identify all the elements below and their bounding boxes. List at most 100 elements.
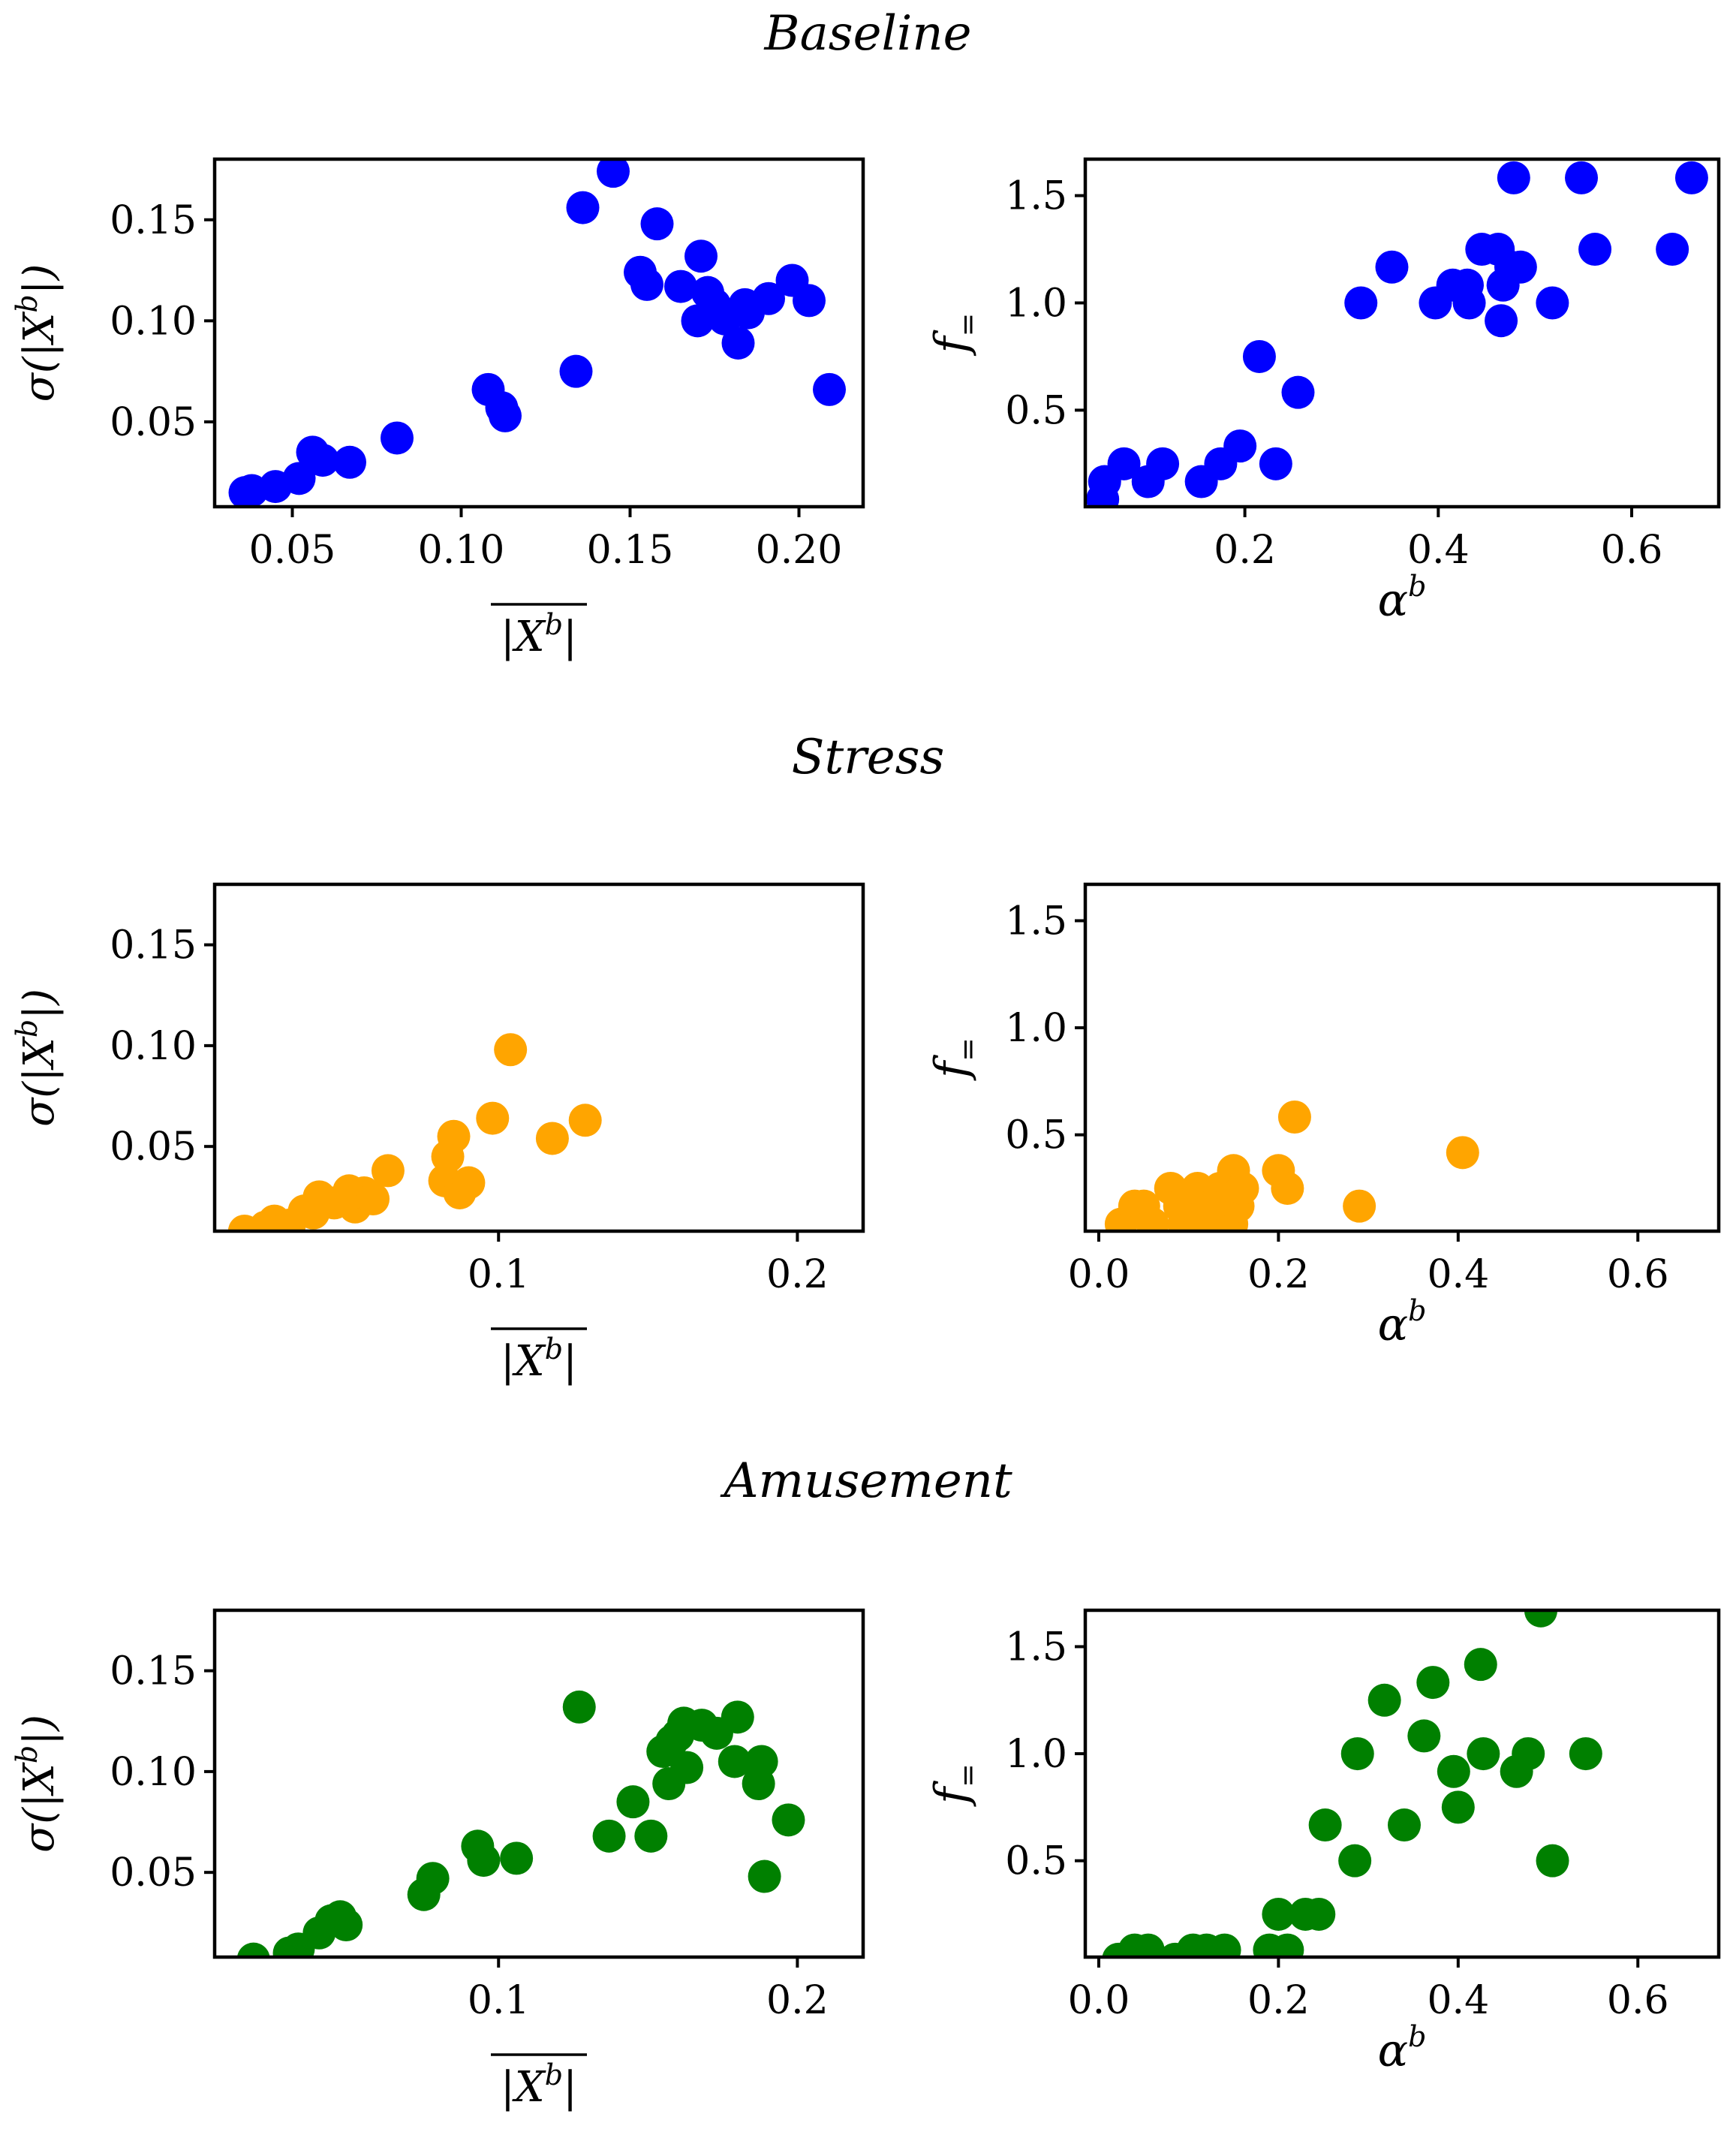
x-axis-label: αb: [1378, 1294, 1427, 1351]
data-point: [1367, 1683, 1401, 1717]
x-tick-label: 0.4: [1427, 1252, 1489, 1297]
scatter-panel: 0.2 0.4 0.6 0.5 1.0 1.5 αb f=: [925, 157, 1721, 627]
y-axis-label: σ(|Xb|): [11, 1715, 64, 1853]
data-point: [306, 444, 339, 477]
data-point: [494, 1033, 528, 1067]
y-tick-label: 1.0: [1005, 1006, 1067, 1051]
data-point: [1308, 1808, 1342, 1842]
data-point: [1416, 1666, 1450, 1700]
data-point: [371, 1154, 405, 1188]
data-point: [1271, 1933, 1304, 1957]
y-tick-label: 0.15: [110, 923, 197, 968]
y-tick-label: 0.5: [1005, 1113, 1067, 1158]
data-point: [282, 462, 316, 495]
data-point: [1536, 286, 1569, 320]
data-point: [1485, 304, 1518, 338]
data-point: [1674, 161, 1708, 194]
y-tick-label: 1.0: [1005, 281, 1067, 326]
data-point: [566, 191, 600, 224]
y-tick-label: 1.0: [1005, 1732, 1067, 1777]
data-point: [1338, 1844, 1372, 1878]
data-point: [1387, 1808, 1421, 1842]
x-tick-label: 0.2: [1247, 1978, 1310, 2023]
data-point: [1375, 250, 1409, 284]
plot-frame: [212, 882, 865, 1233]
data-point: [813, 372, 846, 406]
x-tick-label: 0.6: [1607, 1978, 1669, 2023]
x-axis-label: αb: [1378, 570, 1427, 627]
y-axis-label: f=: [925, 1037, 984, 1081]
points-group: [236, 1690, 805, 1957]
y-axis-label: f=: [925, 1763, 984, 1807]
x-axis-label: αb: [1378, 2020, 1427, 2077]
data-point: [559, 354, 593, 388]
data-point: [1281, 375, 1315, 409]
data-point: [467, 1844, 501, 1878]
data-point: [562, 1690, 596, 1724]
plot-frame: [1083, 157, 1721, 509]
scatter-panel: 0.0 0.2 0.4 0.6 0.5 1.0 1.5 αb f=: [925, 1608, 1721, 2077]
x-tick-label: 0.4: [1407, 528, 1470, 573]
data-point: [772, 1803, 805, 1837]
data-point: [1464, 1648, 1497, 1682]
points-group: [228, 159, 846, 507]
data-point: [684, 239, 718, 273]
data-point: [1524, 1610, 1557, 1628]
points-group: [227, 1033, 602, 1231]
points-group: [1086, 161, 1708, 507]
y-tick-label: 1.5: [1005, 1625, 1067, 1670]
data-point: [1467, 1737, 1500, 1771]
data-point: [568, 1104, 602, 1137]
data-point: [1503, 250, 1537, 284]
data-point: [1437, 1754, 1470, 1788]
data-point: [1262, 1897, 1295, 1931]
scatter-panel: 0.05 0.10 0.15 0.200.050.100.15|Xb|σ(|Xb|): [11, 157, 865, 661]
data-point: [745, 1745, 778, 1778]
data-point: [333, 445, 366, 479]
data-point: [630, 267, 663, 301]
data-point: [1226, 1171, 1259, 1205]
points-group: [1102, 1610, 1602, 1957]
x-tick-label: 0.0: [1068, 1978, 1130, 2023]
row-title-baseline: Baseline: [764, 6, 972, 62]
x-tick-label: 0.1: [468, 1252, 530, 1297]
y-tick-label: 0.05: [110, 400, 197, 445]
scatter-panel: 0.0 0.2 0.4 0.6 0.5 1.0 1.5 αb f=: [925, 882, 1721, 1351]
x-tick-label: 0.2: [1247, 1252, 1310, 1297]
data-point: [1344, 286, 1378, 320]
x-tick-label: 0.6: [1607, 1252, 1669, 1297]
scatter-panel: 0.1 0.2 0.05 0.10 0.15 |Xb| σ(|Xb|): [11, 1608, 865, 2112]
data-point: [1446, 1136, 1479, 1170]
plot-frame: [212, 1608, 865, 1959]
y-tick-label: 0.15: [110, 198, 197, 243]
y-axis-label: σ(|Xb|): [11, 989, 64, 1127]
data-point: [752, 282, 785, 315]
data-point: [489, 399, 522, 432]
x-tick-label: 0.15: [587, 528, 674, 573]
y-tick-label: 1.5: [1005, 174, 1067, 219]
x-tick-label: 0.10: [418, 528, 505, 573]
data-point: [721, 326, 755, 360]
y-axis-label: σ(|Xb|): [11, 264, 64, 402]
data-point: [1302, 1897, 1336, 1931]
data-point: [1578, 233, 1612, 266]
x-axis-label: |Xb|: [501, 2058, 577, 2112]
data-point: [1136, 1207, 1169, 1231]
y-tick-label: 0.5: [1005, 388, 1067, 433]
x-tick-label: 0.4: [1427, 1978, 1489, 2023]
data-point: [1146, 447, 1180, 480]
data-point: [1223, 429, 1257, 463]
data-point: [670, 1751, 704, 1784]
data-point: [1441, 1790, 1475, 1824]
data-point: [535, 1122, 569, 1155]
data-point: [1259, 447, 1292, 480]
data-point: [1242, 339, 1276, 373]
x-tick-label: 0.2: [766, 1978, 829, 2023]
data-point: [640, 207, 674, 241]
points-group: [1104, 1100, 1479, 1231]
y-axis-label: f=: [925, 312, 984, 356]
data-point: [1340, 1737, 1374, 1771]
data-point: [748, 1859, 781, 1893]
y-tick-label: 0.05: [110, 1125, 197, 1170]
data-point: [357, 1182, 390, 1216]
